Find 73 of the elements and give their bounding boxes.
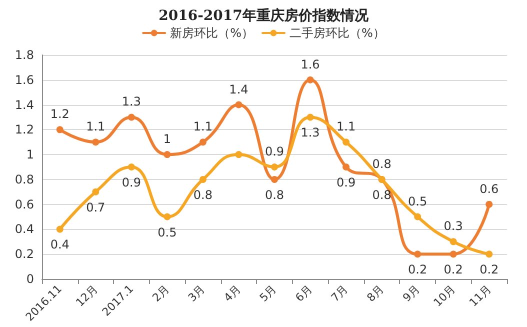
point	[128, 164, 135, 170]
point	[164, 151, 171, 158]
data-label: 0.8	[264, 188, 284, 202]
y-tick-label: 0.8	[14, 172, 34, 186]
data-label: 1.3	[122, 94, 141, 109]
x-tick-label: 2月	[150, 282, 172, 304]
x-tick-label: 8月	[364, 282, 386, 304]
point	[306, 76, 314, 84]
y-tick-label: 1.8	[14, 48, 34, 62]
x-tick-label: 10月	[431, 282, 458, 310]
data-label: 0.9	[264, 144, 284, 158]
data-label: 0.6	[480, 182, 499, 196]
y-tick-label: 1.2	[14, 122, 34, 137]
y-tick-label: 0.2	[14, 247, 34, 262]
point	[199, 138, 206, 146]
y-tick-label: 0.6	[14, 197, 34, 212]
x-tick-label: 3月	[186, 282, 208, 304]
data-label: 0.8	[193, 188, 213, 202]
point	[450, 238, 457, 246]
point	[92, 188, 100, 196]
point	[486, 250, 493, 258]
point	[92, 138, 100, 146]
data-label: 0.5	[158, 225, 177, 240]
point	[486, 200, 493, 208]
x-tick-label: 5月	[257, 282, 280, 304]
x-tick-label: 9月	[400, 282, 422, 304]
data-label: 0.3	[444, 219, 463, 234]
point	[271, 176, 278, 183]
data-label: 1	[163, 132, 172, 146]
data-label: 1.1	[193, 120, 213, 134]
data-label: 0.9	[122, 176, 141, 190]
data-label: 0.9	[336, 176, 356, 190]
data-label: 1.1	[336, 120, 356, 134]
point	[271, 164, 278, 170]
point	[235, 101, 242, 108]
y-tick-label: 0	[26, 272, 34, 286]
x-tick-label: 6月	[292, 282, 315, 304]
x-tick-label: 4月	[221, 282, 244, 304]
chart-title: 2016-2017年重庆房价指数情况	[158, 7, 370, 24]
data-label: 0.5	[408, 194, 428, 208]
data-label: 1.3	[300, 126, 320, 140]
data-label: 0.7	[86, 200, 106, 214]
point	[450, 250, 457, 258]
y-tick-label: 1	[26, 148, 34, 162]
point	[306, 114, 314, 121]
data-label: 0.8	[372, 188, 392, 202]
point	[414, 213, 422, 220]
point	[414, 250, 422, 258]
data-label: 1.1	[86, 120, 106, 134]
data-label: 0.8	[372, 156, 392, 171]
point	[235, 151, 242, 158]
legend-label: 新房环比（%）	[170, 26, 254, 40]
data-label: 0.2	[408, 262, 428, 277]
data-label: 0.2	[444, 262, 463, 277]
point	[56, 226, 64, 233]
y-tick-label: 1.4	[14, 98, 34, 112]
y-tick-label: 0.4	[14, 222, 34, 236]
x-tick-label: 11月	[466, 282, 494, 310]
data-label: 0.4	[50, 238, 70, 252]
point	[56, 126, 64, 134]
point	[342, 138, 350, 146]
data-label: 1.4	[229, 82, 248, 96]
data-label: 1.2	[50, 107, 70, 122]
x-tick-label: 12月	[73, 282, 100, 310]
point	[342, 164, 350, 170]
legend-label: 二手房环比（%）	[290, 26, 385, 40]
data-label: 1.6	[300, 57, 320, 72]
x-tick-label: 7月	[328, 282, 351, 304]
point	[164, 213, 171, 220]
point	[199, 176, 206, 183]
data-label: 0.2	[480, 262, 499, 277]
point	[128, 114, 135, 121]
y-tick-label: 1.6	[14, 72, 34, 87]
